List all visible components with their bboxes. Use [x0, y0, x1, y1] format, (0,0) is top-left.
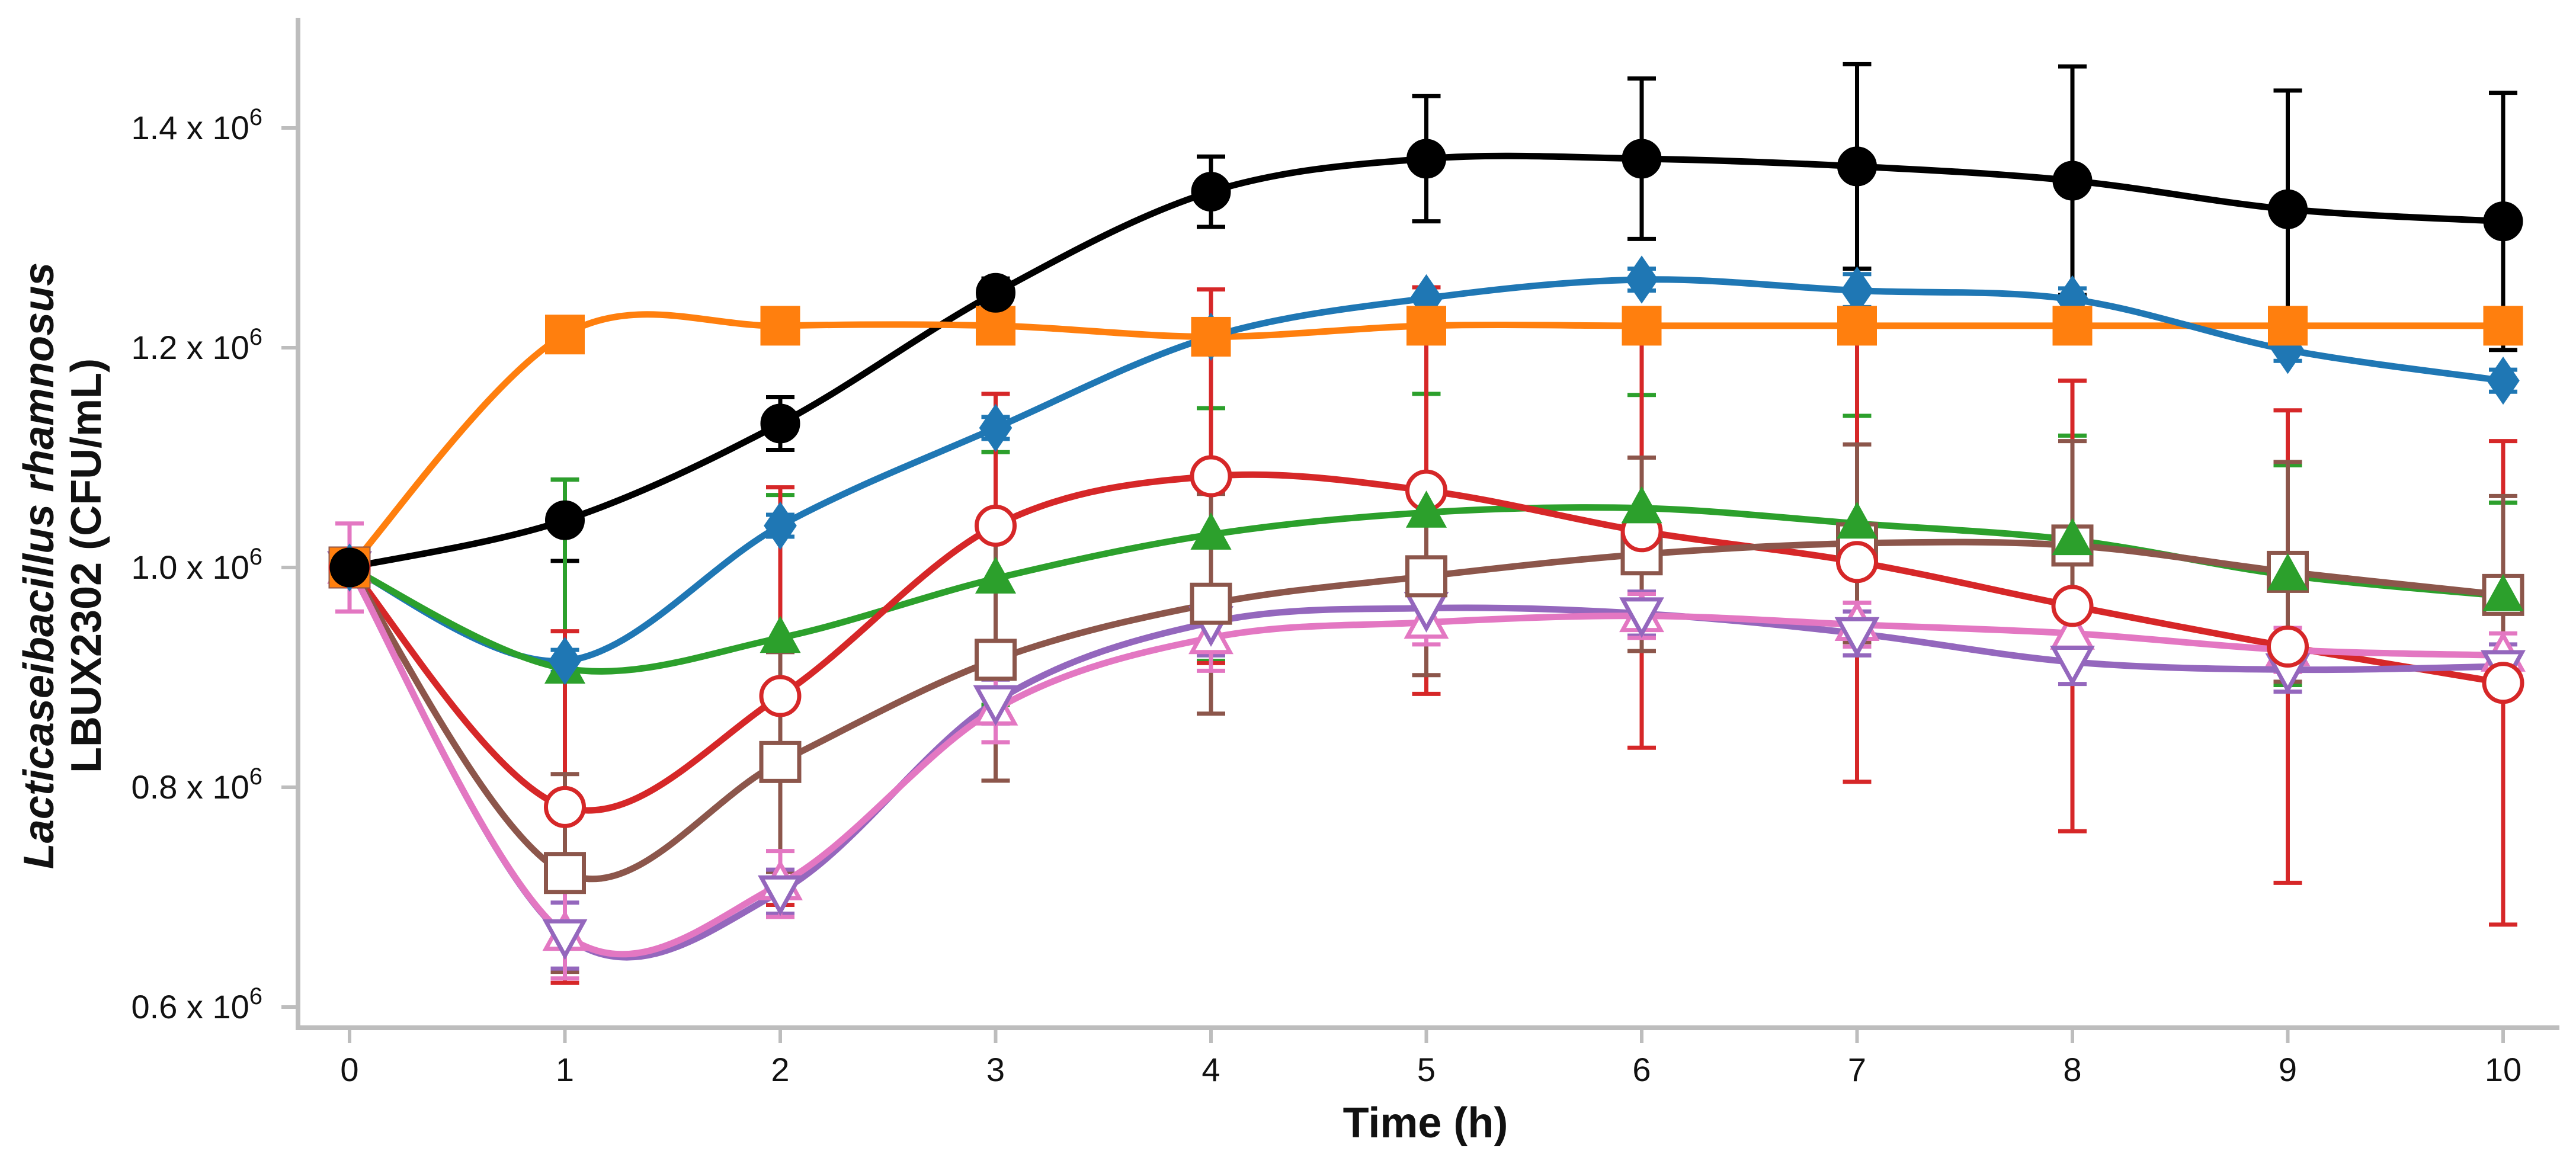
y-axis-title-line2: LBUX2302 (CFU/mL) — [63, 358, 110, 773]
point-red — [975, 505, 1017, 547]
point-brown — [759, 740, 802, 783]
point-orange — [2052, 306, 2093, 346]
point-orange — [1191, 316, 1231, 357]
point-black — [2052, 161, 2093, 201]
point-green — [2267, 553, 2309, 591]
point-purple — [973, 685, 1018, 726]
point-red — [2051, 585, 2094, 627]
point-red — [2267, 626, 2309, 668]
y-tick-label: 1.2 x 106 — [131, 324, 262, 366]
x-tick-label: 4 — [1202, 1051, 1220, 1088]
point-green — [2052, 518, 2093, 556]
ticks: 0.6 x 106 0.8 x 106 1.0 x 106 1.2 x 106 1.4 … — [131, 104, 2521, 1088]
point-red — [759, 675, 802, 717]
point-blue — [979, 403, 1013, 453]
y-tick-label: 1.0 x 106 — [131, 544, 262, 586]
point-orange — [2483, 306, 2523, 346]
point-black — [1191, 172, 1231, 212]
point-blue — [1625, 255, 1658, 304]
point-orange — [1622, 306, 1662, 346]
point-brown — [544, 852, 586, 894]
x-tick-label: 8 — [2063, 1051, 2081, 1088]
point-black — [760, 403, 800, 444]
series-line-pink — [347, 566, 2504, 958]
y-tick-label: 0.8 x 106 — [131, 764, 262, 806]
x-axis-title: Time (h) — [1343, 1099, 1508, 1147]
x-tick-label: 10 — [2485, 1051, 2521, 1088]
series-markers — [327, 139, 2526, 960]
point-black — [1406, 139, 1446, 179]
point-red — [1190, 455, 1232, 498]
series-line-purple — [347, 566, 2504, 961]
point-brown — [1190, 582, 1232, 625]
series-line-red — [347, 471, 2504, 814]
point-black — [329, 547, 370, 588]
point-red — [1836, 541, 1878, 583]
y-tick-label: 1.4 x 106 — [131, 104, 262, 146]
point-brown — [1405, 555, 1447, 598]
point-orange — [976, 306, 1015, 346]
point-blue — [764, 501, 797, 550]
x-tick-label: 5 — [1417, 1051, 1436, 1088]
point-green — [975, 556, 1017, 594]
point-green — [2482, 574, 2524, 611]
y-tick-label: 0.6 x 106 — [131, 983, 262, 1025]
point-black — [2483, 201, 2523, 242]
point-black — [976, 272, 1015, 313]
point-blue — [2487, 356, 2520, 405]
point-orange — [760, 306, 800, 346]
x-tick-label: 7 — [1848, 1051, 1866, 1088]
x-tick-label: 6 — [1632, 1051, 1651, 1088]
point-purple — [542, 919, 588, 960]
y-axis-title-line1: Lacticaseibacillus rhamnosus — [15, 262, 63, 869]
point-purple — [1834, 617, 1880, 658]
x-tick-label: 9 — [2279, 1051, 2297, 1088]
point-purple — [1619, 597, 1664, 639]
point-green — [760, 615, 801, 653]
point-purple — [758, 875, 803, 916]
point-purple — [2050, 646, 2095, 687]
point-orange — [545, 315, 585, 355]
point-black — [1837, 146, 1877, 187]
x-tick-label: 3 — [986, 1051, 1005, 1088]
point-red — [544, 785, 586, 828]
point-red — [2482, 662, 2524, 704]
point-green — [1621, 486, 1662, 524]
point-brown — [975, 639, 1017, 681]
x-tick-label: 1 — [556, 1051, 574, 1088]
point-black — [2268, 189, 2308, 229]
point-black — [1622, 139, 1662, 179]
point-black — [545, 500, 585, 540]
point-orange — [1406, 306, 1446, 346]
point-orange — [1837, 306, 1877, 346]
x-tick-label: 2 — [771, 1051, 789, 1088]
point-green — [1405, 490, 1447, 528]
point-green — [1836, 501, 1878, 539]
point-green — [1190, 512, 1232, 550]
point-blue — [548, 637, 582, 685]
x-tick-label: 0 — [340, 1051, 358, 1088]
y-axis-title: Lacticaseibacillus rhamnosus LBUX2302 (C… — [15, 262, 110, 869]
series-line-brown — [347, 538, 2504, 883]
point-orange — [2268, 306, 2308, 346]
